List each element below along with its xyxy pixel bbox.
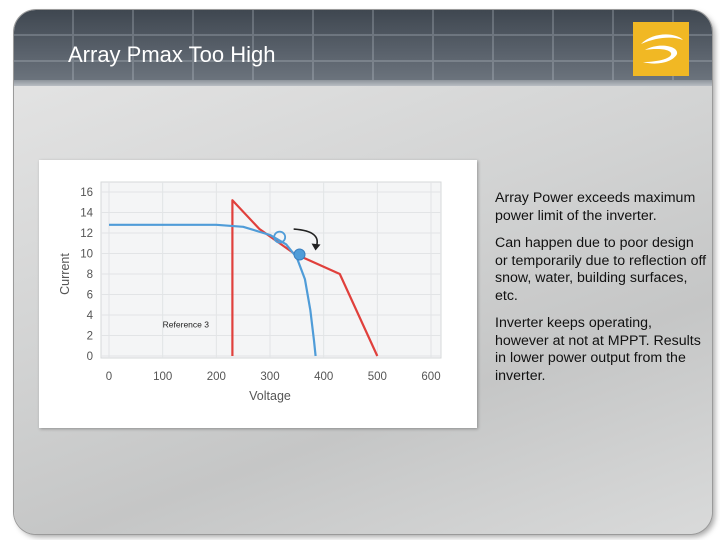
reference-annotation: Reference 3 (163, 319, 210, 329)
iv-chart-svg: 0 2 4 6 8 10 12 14 16 0 100 200 300 400 500 600 Voltage C… (58, 181, 442, 403)
y-axis-label: Current (58, 253, 72, 295)
y-tick-label: 0 (87, 351, 93, 363)
solar-panel-background (14, 10, 712, 86)
x-tick-label: 200 (207, 371, 226, 383)
bullet-text-1: Array Power exceeds maximum power limit … (495, 190, 696, 224)
company-logo-icon (633, 22, 689, 76)
y-tick-label: 14 (80, 208, 93, 220)
y-tick-label: 16 (80, 187, 93, 199)
operating-point-marker-filled (293, 248, 306, 261)
x-tick-label: 500 (368, 371, 387, 383)
bullet-list: Array Power exceeds maximum power limit … (495, 190, 707, 395)
y-tick-label: 8 (87, 269, 93, 281)
x-tick-label: 0 (106, 371, 112, 383)
bullet-text-3: Inverter keeps operating, however at not… (495, 315, 701, 384)
shift-arrowhead (311, 243, 321, 251)
slide-title: Array Pmax Too High (68, 42, 276, 67)
x-axis-label: Voltage (249, 389, 291, 403)
header-strip (14, 80, 712, 86)
y-tick-label: 2 (87, 331, 93, 343)
y-tick-label: 12 (80, 228, 93, 240)
operating-point-marker-open (273, 230, 287, 244)
slide-header (14, 10, 712, 86)
y-tick-label: 4 (87, 310, 94, 322)
x-tick-label: 600 (421, 371, 440, 383)
plot-area (100, 181, 442, 359)
bullet-text-2: Can happen due to poor design or tempora… (495, 235, 707, 304)
x-tick-label: 100 (153, 371, 172, 383)
y-tick-label: 6 (87, 290, 93, 302)
x-tick-label: 300 (260, 371, 279, 383)
series-line-2 (109, 223, 317, 357)
x-tick-label: 400 (314, 371, 333, 383)
iv-chart: 0 2 4 6 8 10 12 14 16 0 100 200 300 400 500 600 Voltage C… (39, 160, 477, 428)
slide: Array Pmax Too High 0 2 4 6 8 10 12 14 16 0 100 200… (14, 10, 712, 534)
y-tick-label: 10 (80, 249, 93, 261)
